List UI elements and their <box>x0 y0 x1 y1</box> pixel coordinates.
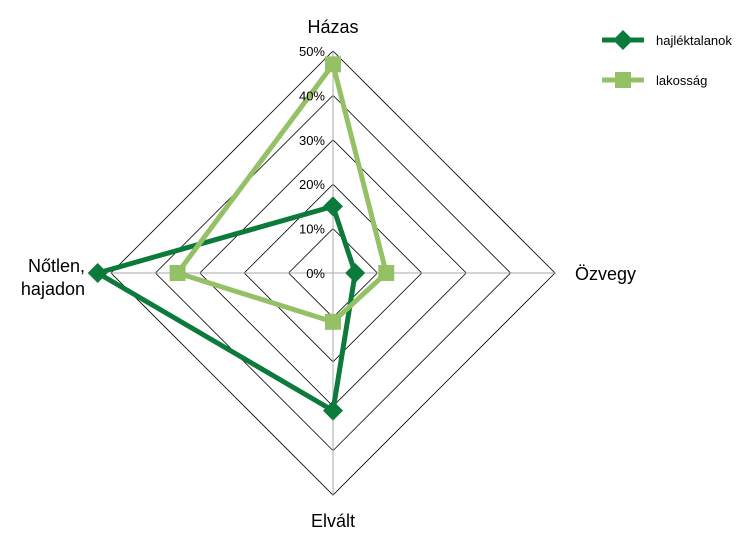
legend-marker-lakosság <box>615 72 631 88</box>
data-point-lakosság-3 <box>169 265 186 281</box>
data-point-hajléktalanok-0 <box>323 196 343 217</box>
series-line-hajléktalanok <box>95 203 358 414</box>
data-point-hajléktalanok-2 <box>323 400 343 421</box>
legend-label: hajléktalanok <box>656 33 732 48</box>
tick-label: 30% <box>299 133 325 148</box>
tick-label: 10% <box>299 222 325 237</box>
tick-label: 40% <box>299 88 325 103</box>
radar-labels: 0% 10% 20% 30% 40% 50% Házas Özvegy Elvált Nőtlen… <box>21 17 636 531</box>
data-point-lakosság-1 <box>378 265 395 281</box>
category-label-line: Elvált <box>311 511 355 531</box>
category-label-line: Nőtlen, <box>28 256 85 276</box>
radar-series <box>87 56 395 421</box>
category-label: Házas <box>307 17 358 37</box>
tick-label: 20% <box>299 177 325 192</box>
category-label: Nőtlen, hajadon <box>21 256 85 299</box>
category-label-line: Özvegy <box>575 264 636 284</box>
category-label: Özvegy <box>575 264 636 284</box>
category-label: Elvált <box>311 511 355 531</box>
tick-label: 0% <box>306 266 325 281</box>
data-point-hajléktalanok-1 <box>345 263 366 283</box>
data-point-lakosság-0 <box>325 56 341 73</box>
data-point-hajléktalanok-3 <box>87 263 108 283</box>
data-point-lakosság-2 <box>325 313 341 330</box>
legend-label: lakosság <box>656 73 707 88</box>
legend-marker-hajléktalanok <box>613 30 633 50</box>
legend: hajléktalanok lakosság <box>602 30 732 88</box>
category-label-line: Házas <box>307 17 358 37</box>
tick-label: 50% <box>299 44 325 59</box>
category-label-line: hajadon <box>21 279 85 299</box>
